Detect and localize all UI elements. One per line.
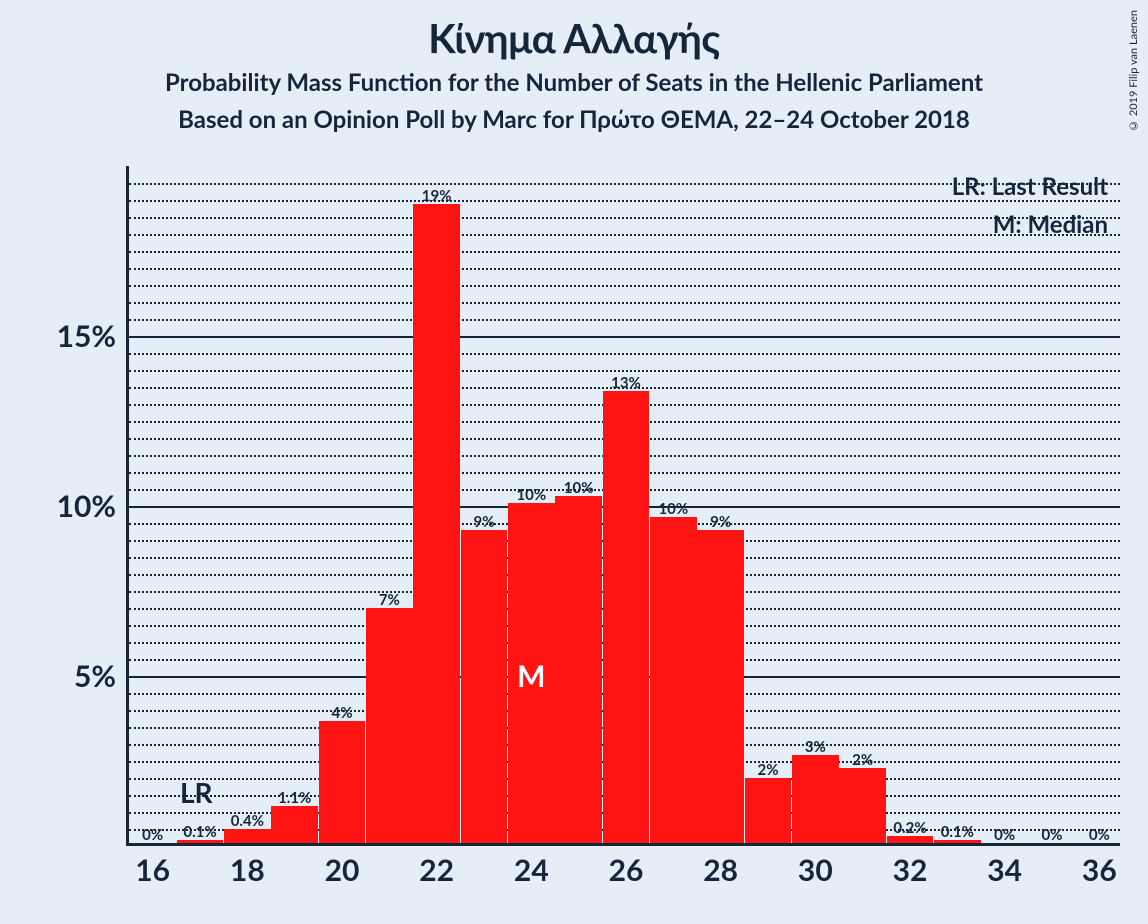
bar-value-label: 10% [516,486,546,504]
gridline-minor [129,268,1120,270]
bar-value-label: 10% [658,500,688,518]
gridline-minor [129,353,1120,355]
bar [271,806,317,843]
gridline-minor [129,251,1120,253]
bar-value-label: 13% [611,374,641,392]
legend-lr: LR: Last Result [952,172,1108,201]
bar-value-label: 3% [805,738,826,756]
bar [603,391,649,843]
bar [697,530,743,843]
bar [366,608,412,843]
x-axis-label: 32 [893,852,928,888]
gridline-minor [129,234,1120,236]
annotation-median: M [517,658,545,694]
x-axis-label: 30 [798,852,833,888]
x-axis-label: 24 [514,852,549,888]
x-axis-label: 34 [987,852,1022,888]
copyright-text: © 2019 Filip van Laenen [1127,10,1140,132]
bar-value-label: 9% [474,513,495,531]
bar-value-label: 2% [758,761,779,779]
annotation-lr: LR [180,775,213,809]
bar [839,768,885,843]
bar [792,755,838,843]
y-axis-label: 10% [57,488,116,524]
bar [224,829,270,843]
gridline-minor [129,183,1120,185]
plot-region: LR: Last Result M: Median 5%10%15%0%0.1%… [126,166,1120,846]
bar-value-label: 0.1% [183,823,216,841]
gridline-minor [129,200,1120,202]
bar-value-label: 7% [379,591,400,609]
x-axis-label: 36 [1082,852,1117,888]
bar-value-label: 19% [422,187,452,205]
y-axis-label: 5% [74,658,116,694]
bar-value-label: 0% [1089,826,1110,844]
gridline-minor [129,370,1120,372]
x-axis-label: 28 [703,852,738,888]
bar-value-label: 4% [332,704,353,722]
bar-value-label: 0% [1042,826,1063,844]
gridline-minor [129,302,1120,304]
bar-value-label: 0.1% [941,823,974,841]
x-axis-label: 18 [230,852,265,888]
bar-value-label: 1.1% [278,789,311,807]
bar-value-label: 0% [994,826,1015,844]
bar-value-label: 0.2% [893,819,926,837]
chart-subtitle-1: Probability Mass Function for the Number… [0,68,1148,97]
title-block: Κίνημα Αλλαγής Probability Mass Function… [0,0,1148,134]
x-axis-label: 22 [419,852,454,888]
x-axis-label: 20 [325,852,360,888]
gridline-minor [129,285,1120,287]
bar-value-label: 2% [852,751,873,769]
bar [650,517,696,843]
bar [887,836,933,843]
chart-area: LR: Last Result M: Median 5%10%15%0%0.1%… [120,166,1120,846]
gridline-minor [129,217,1120,219]
y-axis-label: 15% [57,318,116,354]
gridline-major [129,336,1120,338]
bar-value-label: 9% [710,513,731,531]
bar [745,778,791,843]
bar [319,721,365,843]
chart-subtitle-2: Based on an Opinion Poll by Marc for Πρώ… [0,105,1148,134]
bar [413,204,459,843]
bar-value-label: 10% [564,479,594,497]
x-axis-label: 26 [609,852,644,888]
bar-value-label: 0% [142,826,163,844]
gridline-minor [129,319,1120,321]
x-axis-label: 16 [135,852,170,888]
bar [461,530,507,843]
bar [555,496,601,843]
bar-value-label: 0.4% [231,812,264,830]
chart-title: Κίνημα Αλλαγής [0,0,1148,62]
